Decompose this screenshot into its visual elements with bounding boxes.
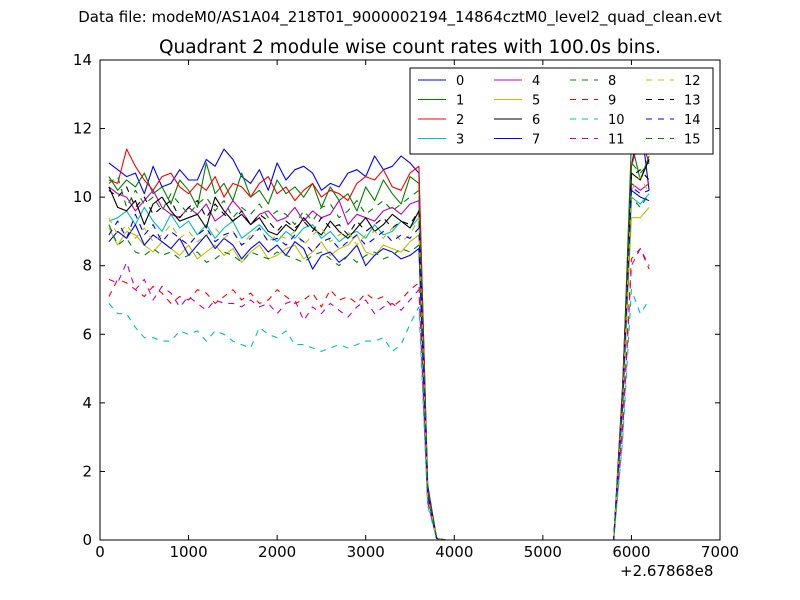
series-line-10	[108, 289, 650, 540]
series-line-2	[108, 134, 650, 540]
y-tick-label: 14	[73, 51, 92, 69]
series-line-14	[108, 186, 650, 540]
series-line-3	[108, 193, 650, 540]
legend-label-14: 14	[684, 113, 701, 128]
legend-label-4: 4	[532, 74, 540, 89]
series-line-5	[108, 207, 650, 540]
legend-label-15: 15	[684, 133, 701, 148]
x-tick-label: 7000	[701, 543, 739, 561]
plot-frame	[99, 59, 721, 541]
series-line-9	[108, 248, 650, 540]
series-line-6	[108, 159, 650, 540]
series-line-11	[108, 248, 650, 540]
y-tick-label: 2	[82, 462, 92, 480]
legend-label-9: 9	[608, 94, 616, 109]
x-tick-label: 4000	[435, 543, 473, 561]
x-tick-label: 2000	[258, 543, 296, 561]
legend-label-2: 2	[456, 113, 464, 128]
legend-label-8: 8	[608, 74, 616, 89]
y-tick-label: 6	[82, 325, 92, 343]
legend-label-0: 0	[456, 74, 464, 89]
series-line-1	[108, 141, 650, 540]
series-line-8	[108, 193, 650, 540]
legend-label-13: 13	[684, 94, 701, 109]
legend-label-5: 5	[532, 94, 540, 109]
chart-title: Quadrant 2 module wise count rates with …	[158, 37, 662, 58]
y-tick-label: 4	[82, 394, 92, 412]
legend-label-12: 12	[684, 74, 701, 89]
series-line-0	[108, 117, 650, 540]
x-tick-label: 0	[95, 543, 105, 561]
y-tick-label: 12	[73, 120, 92, 138]
legend-label-7: 7	[532, 133, 540, 148]
legend-box	[409, 67, 714, 155]
x-tick-label: 1000	[169, 543, 207, 561]
series-line-4	[108, 182, 650, 540]
x-axis-offset-label: +2.67868e8	[620, 562, 714, 580]
series-line-7	[108, 189, 650, 540]
x-tick-label: 6000	[612, 543, 650, 561]
legend-label-10: 10	[608, 113, 625, 128]
y-tick-label: 8	[82, 257, 92, 275]
legend-label-1: 1	[456, 94, 464, 109]
x-tick-label: 3000	[347, 543, 385, 561]
legend-label-11: 11	[608, 133, 625, 148]
legend-label-3: 3	[456, 133, 464, 148]
series-line-12	[108, 176, 650, 540]
y-tick-label: 10	[73, 188, 92, 206]
figure-suptitle: Data file: modeM0/AS1A04_218T01_90000021…	[78, 8, 722, 26]
x-tick-label: 5000	[524, 543, 562, 561]
legend-label-6: 6	[532, 113, 540, 128]
y-tick-label: 0	[82, 531, 92, 549]
series-line-15	[108, 162, 650, 540]
series-layer	[108, 117, 650, 540]
series-line-13	[108, 169, 650, 540]
